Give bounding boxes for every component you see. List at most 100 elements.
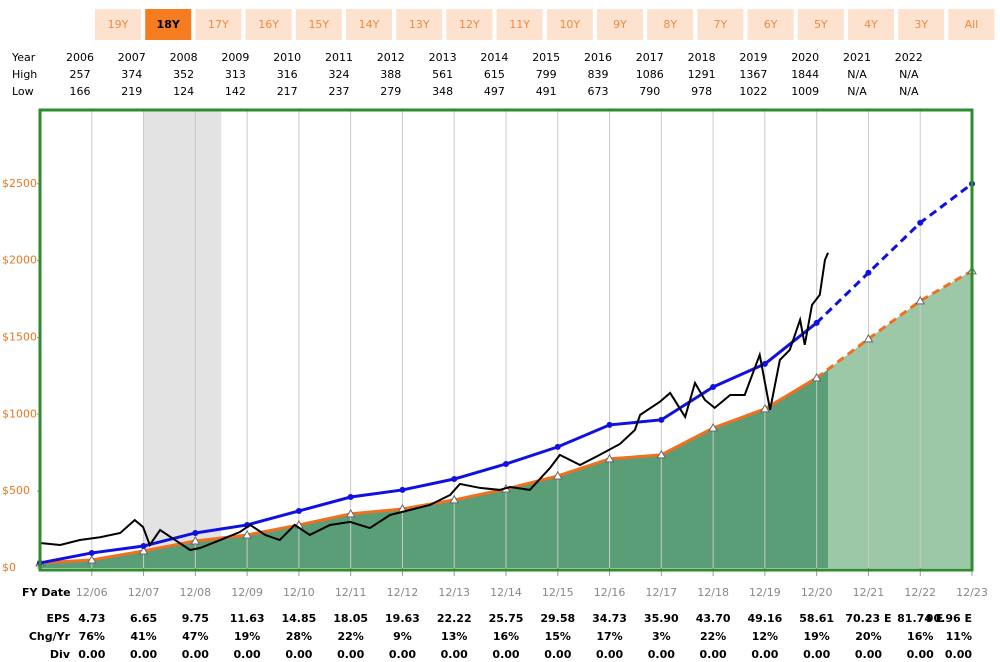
button-label[interactable]: 10Y	[559, 18, 580, 31]
button-bg[interactable]	[948, 9, 995, 40]
table-cell: 2011	[325, 51, 353, 64]
button-label[interactable]: All	[965, 18, 979, 31]
point	[863, 333, 874, 343]
y-tick-label: $2500	[2, 177, 37, 190]
point	[813, 319, 820, 326]
range-button[interactable]: All	[948, 9, 995, 40]
point	[760, 403, 770, 413]
button-bg[interactable]	[848, 9, 894, 40]
row-label: Low	[12, 85, 34, 98]
button-label[interactable]: 18Y	[157, 18, 181, 31]
button-bg[interactable]	[697, 9, 744, 40]
button-label[interactable]: 13Y	[409, 18, 430, 31]
button-bg[interactable]	[195, 9, 242, 40]
range-button[interactable]: 13Y	[396, 9, 443, 40]
range-button[interactable]: 3Y	[898, 9, 945, 40]
range-button[interactable]: 9Y	[597, 9, 643, 40]
range-button[interactable]: 12Y	[446, 9, 493, 40]
table-cell: 35.90	[644, 612, 679, 625]
button-bg[interactable]	[295, 9, 342, 40]
table-cell: 1086	[636, 68, 664, 81]
table-cell: 388	[380, 68, 401, 81]
range-button[interactable]: 14Y	[346, 9, 392, 40]
button-label[interactable]: 5Y	[814, 18, 828, 31]
button-bg[interactable]	[396, 9, 443, 40]
button-label[interactable]: 3Y	[914, 18, 928, 31]
range-button[interactable]: 5Y	[797, 9, 844, 40]
button-label[interactable]: 12Y	[459, 18, 480, 31]
table-cell: 6.65	[130, 612, 157, 625]
y-tick-label: $500	[2, 484, 30, 497]
table-cell: 1844	[791, 68, 819, 81]
plot-border	[38, 108, 974, 572]
table-cell: 839	[588, 68, 609, 81]
button-bg[interactable]	[797, 9, 844, 40]
button-bg[interactable]	[346, 9, 392, 40]
point	[917, 219, 924, 226]
point	[399, 486, 406, 493]
table-cell: 25.75	[489, 612, 524, 625]
range-button[interactable]: 7Y	[697, 9, 744, 40]
button-label[interactable]: 6Y	[764, 18, 778, 31]
button-bg[interactable]	[898, 9, 945, 40]
x-tick-label: 12/21	[853, 586, 885, 599]
button-label[interactable]: 7Y	[714, 18, 728, 31]
button-bg[interactable]	[546, 9, 593, 40]
range-button[interactable]: 17Y	[195, 9, 242, 40]
range-button[interactable]: 10Y	[546, 9, 593, 40]
row-label: EPS	[47, 612, 71, 625]
button-label[interactable]: 11Y	[509, 18, 530, 31]
x-tick-label: 12/20	[801, 586, 833, 599]
button-label[interactable]: 8Y	[663, 18, 677, 31]
range-button[interactable]: 6Y	[747, 9, 794, 40]
button-bg[interactable]	[747, 9, 794, 40]
table-cell: 22.22	[437, 612, 472, 625]
table-cell: 17%	[596, 630, 622, 643]
button-label[interactable]: 15Y	[308, 18, 329, 31]
button-bg[interactable]	[95, 9, 141, 40]
table-cell: 2021	[843, 51, 871, 64]
range-button[interactable]: 16Y	[245, 9, 292, 40]
button-bg[interactable]	[647, 9, 694, 40]
table-cell: 978	[691, 85, 712, 98]
button-label[interactable]: 9Y	[613, 18, 627, 31]
button-bg[interactable]	[597, 9, 643, 40]
table-cell: 0.00	[544, 648, 571, 661]
table-cell: 81.74 E	[897, 612, 943, 625]
button-bg[interactable]	[496, 9, 543, 40]
button-label[interactable]: 14Y	[359, 18, 380, 31]
estimate-area	[828, 270, 972, 568]
button-bg[interactable]	[145, 9, 192, 40]
button-label[interactable]: 4Y	[864, 18, 878, 31]
button-bg[interactable]	[446, 9, 493, 40]
button-bg[interactable]	[245, 9, 292, 40]
table-cell: 2020	[791, 51, 819, 64]
button-label[interactable]: 17Y	[208, 18, 229, 31]
range-button[interactable]: 18Y	[145, 9, 192, 40]
table-cell: 16%	[907, 630, 933, 643]
table-cell: 237	[329, 85, 350, 98]
table-cell: 19%	[803, 630, 829, 643]
row-label: Chg/Yr	[29, 630, 71, 643]
range-button[interactable]: 19Y	[95, 9, 141, 40]
range-button[interactable]: 15Y	[295, 9, 342, 40]
range-button[interactable]: 8Y	[647, 9, 694, 40]
table-cell: 324	[329, 68, 350, 81]
table-cell: 0.00	[337, 648, 364, 661]
point	[86, 555, 97, 564]
range-button[interactable]: 11Y	[496, 9, 543, 40]
x-tick-label: 12/06	[76, 586, 108, 599]
table-cell: 561	[432, 68, 453, 81]
table-cell: 11%	[946, 630, 972, 643]
table-cell: 166	[70, 85, 91, 98]
table-cell: 43.70	[696, 612, 731, 625]
button-label[interactable]: 16Y	[258, 18, 279, 31]
point	[554, 443, 561, 450]
series-line	[815, 182, 973, 324]
area	[40, 369, 829, 568]
button-label[interactable]: 19Y	[108, 18, 129, 31]
range-button[interactable]: 4Y	[848, 9, 894, 40]
table-cell: 0.00	[389, 648, 416, 661]
point	[708, 422, 718, 432]
x-tick-label: 12/17	[645, 586, 677, 599]
